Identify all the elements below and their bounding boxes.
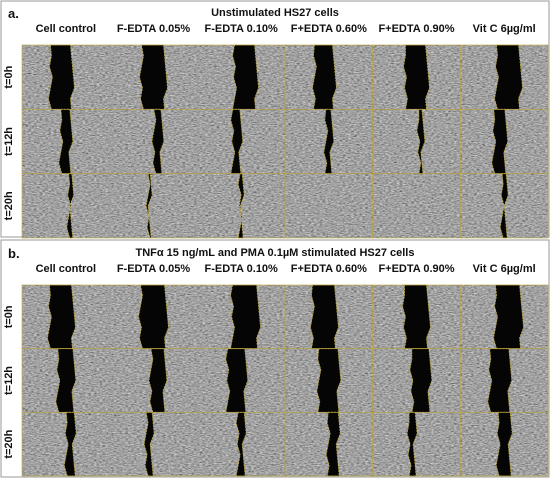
micrograph — [109, 284, 198, 350]
wound-gap — [495, 411, 513, 477]
micrograph — [21, 44, 110, 110]
micrograph — [284, 284, 373, 350]
row-label: t=0h — [3, 65, 15, 88]
column-header: F+EDTA 0.90% — [378, 263, 454, 275]
micrograph — [197, 108, 286, 175]
micrograph — [21, 173, 110, 239]
column-header: F-EDTA 0.05% — [117, 263, 191, 275]
panel-title: TNFα 15 ng/mL and PMA 0.1µM stimulated H… — [135, 247, 414, 259]
micrograph — [460, 284, 549, 350]
wound-gap — [139, 44, 168, 110]
micrograph — [460, 173, 549, 239]
row-label: t=12h — [3, 127, 15, 156]
micrograph — [109, 173, 198, 239]
cell-texture — [372, 109, 461, 174]
wound-gap — [402, 284, 431, 350]
column-header: F-EDTA 0.10% — [204, 23, 278, 35]
micrograph — [21, 348, 110, 413]
panel-label: a. — [8, 6, 19, 21]
cell-texture — [372, 412, 461, 476]
column-header: F-EDTA 0.05% — [117, 23, 191, 35]
column-header: Cell control — [36, 23, 97, 35]
wound-gap — [403, 44, 430, 110]
row-label: t=20h — [3, 429, 15, 458]
wound-gap — [58, 108, 74, 175]
wound-gap — [55, 348, 77, 413]
micrograph — [460, 348, 549, 413]
micrograph — [372, 44, 461, 110]
micrograph — [109, 44, 198, 110]
cell-texture — [372, 173, 461, 238]
wound-gap — [235, 411, 247, 477]
micrograph — [460, 108, 549, 175]
column-header: Vit C 6µg/ml — [473, 23, 536, 35]
micrograph — [109, 348, 198, 413]
wound-gap — [316, 348, 342, 413]
wound-gap — [232, 44, 259, 110]
micrograph — [109, 411, 198, 477]
micrograph — [284, 173, 373, 239]
column-header: Vit C 6µg/ml — [473, 263, 536, 275]
micrograph — [197, 284, 286, 350]
wound-gap — [494, 44, 523, 110]
wound-gap — [230, 284, 261, 350]
cell-border — [460, 412, 549, 477]
cell-texture — [285, 173, 373, 238]
micrograph — [197, 348, 286, 413]
wound-gap — [151, 108, 165, 175]
micrograph — [372, 173, 461, 239]
wound-gap — [138, 284, 169, 350]
micrograph — [21, 284, 110, 350]
row-label: t=0h — [3, 305, 15, 328]
cell-border — [460, 173, 549, 239]
wound-gap — [47, 284, 76, 350]
micrograph — [372, 411, 461, 477]
micrograph — [109, 108, 198, 175]
micrograph — [460, 44, 549, 110]
cell-texture — [109, 173, 198, 238]
cell-texture — [109, 412, 198, 476]
panel-label: b. — [8, 246, 20, 261]
panel-title: Unstimulated HS27 cells — [211, 7, 339, 19]
micrograph — [21, 411, 110, 477]
row-label: t=20h — [3, 191, 15, 220]
wound-gap — [310, 284, 339, 350]
micrograph — [284, 411, 373, 477]
wound-gap — [493, 284, 524, 350]
micrograph — [284, 348, 373, 413]
micrograph — [21, 108, 110, 175]
column-header: Cell control — [36, 263, 97, 275]
micrograph — [284, 108, 373, 175]
micrograph — [460, 411, 549, 477]
column-header: F+EDTA 0.90% — [378, 23, 454, 35]
column-header: F-EDTA 0.10% — [204, 263, 278, 275]
wound-gap — [325, 411, 341, 477]
wound-gap — [409, 348, 433, 413]
column-header: F+EDTA 0.60% — [291, 263, 367, 275]
wound-gap — [225, 348, 249, 413]
wound-gap — [66, 173, 75, 239]
micrograph — [372, 284, 461, 350]
micrograph — [372, 108, 461, 175]
micrograph — [372, 348, 461, 413]
cell-texture — [22, 173, 110, 238]
micrograph — [197, 173, 286, 239]
wound-gap — [148, 348, 168, 413]
micrograph — [197, 411, 286, 477]
row-label: t=12h — [3, 366, 15, 395]
column-header: F+EDTA 0.60% — [291, 23, 367, 35]
micrograph — [197, 44, 286, 110]
panel-border — [0, 239, 550, 478]
micrograph — [284, 44, 373, 110]
